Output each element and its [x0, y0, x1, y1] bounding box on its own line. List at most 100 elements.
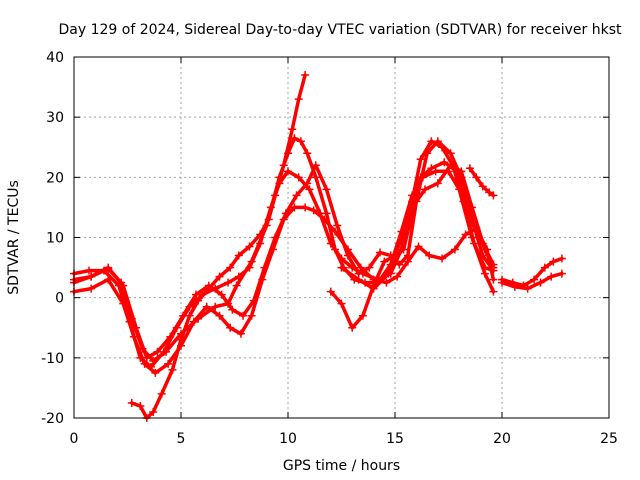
- data-point: [132, 323, 141, 332]
- data-point: [294, 95, 303, 104]
- data-point: [446, 149, 455, 158]
- data-point: [191, 290, 200, 299]
- data-point: [166, 332, 175, 341]
- data-point: [125, 317, 134, 326]
- data-point: [549, 257, 558, 266]
- data-point: [536, 278, 545, 287]
- data-point: [384, 269, 393, 278]
- data-point: [333, 221, 342, 230]
- grid: [74, 57, 609, 418]
- data-point: [303, 149, 312, 158]
- series-track-4: [70, 137, 496, 362]
- x-tick-label: 5: [177, 431, 186, 447]
- data-point: [189, 317, 198, 326]
- data-point: [547, 272, 556, 281]
- data-point: [416, 173, 425, 182]
- data-point: [489, 287, 498, 296]
- data-point: [215, 311, 224, 320]
- data-point: [119, 281, 128, 290]
- data-point: [489, 275, 498, 284]
- data-point: [234, 251, 243, 260]
- series-line: [72, 139, 496, 369]
- series-track-6: [326, 158, 498, 332]
- data-point: [234, 272, 243, 281]
- data-point: [498, 278, 506, 287]
- data-point: [523, 284, 532, 293]
- data-point: [202, 302, 211, 311]
- data-point: [322, 185, 331, 194]
- data-point: [446, 161, 455, 170]
- data-point: [393, 272, 402, 281]
- data-point: [217, 290, 226, 299]
- data-point: [239, 311, 248, 320]
- data-point: [136, 401, 145, 410]
- series-track-8: [465, 164, 498, 200]
- data-point: [358, 311, 367, 320]
- data-point: [294, 173, 303, 182]
- data-point: [194, 296, 203, 305]
- data-point: [354, 275, 363, 284]
- data-point: [211, 302, 220, 311]
- data-point: [288, 125, 297, 134]
- series-track-7: [337, 161, 498, 293]
- data-point: [281, 209, 290, 218]
- data-point: [440, 158, 449, 167]
- data-point: [380, 257, 389, 266]
- data-point: [489, 191, 498, 200]
- x-tick-label: 25: [600, 431, 618, 447]
- data-point: [316, 209, 325, 218]
- data-point: [256, 230, 265, 239]
- data-point: [465, 164, 474, 173]
- data-point: [271, 233, 280, 242]
- data-point: [465, 215, 474, 224]
- data-point: [365, 263, 374, 272]
- data-point: [245, 263, 254, 272]
- series-line: [130, 73, 307, 420]
- data-point: [530, 275, 539, 284]
- data-point: [348, 323, 357, 332]
- data-point: [450, 245, 459, 254]
- data-point: [326, 287, 335, 296]
- data-point: [311, 161, 320, 170]
- series-track-5: [127, 71, 310, 422]
- data-point: [438, 254, 447, 263]
- data-point: [395, 260, 404, 269]
- data-point: [87, 272, 96, 281]
- data-point: [489, 263, 498, 272]
- data-point: [470, 239, 479, 248]
- data-point: [427, 164, 436, 173]
- data-point: [337, 299, 346, 308]
- data-point: [423, 149, 432, 158]
- data-point: [425, 251, 434, 260]
- data-point: [540, 263, 549, 272]
- data-point: [382, 278, 391, 287]
- x-tick-label: 20: [493, 431, 511, 447]
- data-point: [215, 272, 224, 281]
- x-tick-label: 15: [386, 431, 404, 447]
- data-point: [271, 191, 280, 200]
- y-tick-label: -20: [41, 411, 64, 427]
- data-point: [104, 263, 113, 272]
- data-point: [232, 281, 241, 290]
- series-track-2: [70, 203, 498, 377]
- data-point: [305, 185, 314, 194]
- x-tick-label: 0: [70, 431, 79, 447]
- data-point: [284, 167, 292, 176]
- x-axis-title: GPS time / hours: [283, 458, 400, 474]
- data-point: [433, 179, 442, 188]
- data-point: [369, 284, 378, 293]
- data-point: [157, 389, 166, 398]
- series-line: [72, 139, 494, 360]
- data-point: [326, 239, 335, 248]
- data-point: [151, 368, 160, 377]
- data-point: [414, 242, 423, 251]
- data-point: [416, 155, 425, 164]
- data-point: [224, 278, 233, 287]
- data-point: [468, 203, 477, 212]
- data-point: [309, 206, 318, 215]
- data-point: [247, 311, 256, 320]
- y-tick-label: 10: [46, 231, 64, 247]
- data-point: [236, 329, 245, 338]
